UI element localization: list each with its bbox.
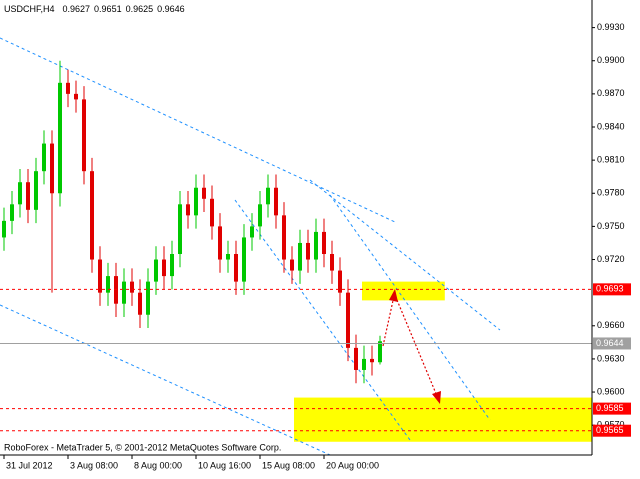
x-tick-label: 31 Jul 2012 [6, 460, 53, 470]
level-label: 0.9693 [596, 284, 624, 294]
target-zone [362, 281, 445, 301]
footer: RoboForex - MetaTrader 5, © 2001-2012 Me… [4, 442, 281, 452]
symbol: USDCHF,H4 [4, 4, 55, 14]
body [122, 281, 126, 304]
trend-line [309, 179, 501, 331]
body [194, 187, 198, 216]
body [146, 281, 150, 315]
body [138, 292, 142, 315]
body [26, 182, 30, 210]
body [266, 187, 270, 205]
body [298, 242, 302, 271]
body [314, 231, 318, 260]
body [162, 259, 166, 277]
arrow-head [389, 289, 398, 302]
body [50, 143, 54, 194]
level-label: 0.9644 [596, 338, 624, 348]
x-tick-label: 3 Aug 08:00 [70, 460, 118, 470]
y-tick-label: 0.9600 [597, 386, 625, 396]
y-tick-label: 0.9840 [597, 121, 625, 131]
body [346, 292, 350, 348]
y-tick-label: 0.9630 [597, 353, 625, 363]
arrow [396, 299, 438, 397]
body [34, 171, 38, 210]
body [106, 276, 110, 293]
trend-line [329, 194, 491, 421]
body [226, 254, 230, 260]
level-label: 0.9565 [596, 425, 624, 435]
body [218, 226, 222, 260]
x-tick-label: 8 Aug 00:00 [134, 460, 182, 470]
body [130, 281, 134, 293]
body [2, 220, 6, 238]
level-label: 0.9585 [596, 403, 624, 413]
body [170, 254, 174, 277]
body [210, 198, 214, 227]
body [306, 242, 310, 260]
level-label-box [593, 424, 631, 437]
body [42, 143, 46, 172]
body [274, 187, 278, 216]
level-label-box [593, 337, 631, 350]
level-label-box [593, 402, 631, 415]
body [282, 215, 286, 260]
arrow-head [432, 391, 441, 404]
level-label-box [593, 283, 631, 296]
header: USDCHF,H4 0.9627 0.9651 0.9625 0.9646 [4, 4, 185, 14]
forecast-arrows [382, 289, 441, 404]
last-open: 0.9627 [63, 4, 91, 14]
x-tick-label: 20 Aug 00:00 [326, 460, 379, 470]
body [58, 82, 62, 194]
body [98, 259, 102, 293]
plot [0, 60, 592, 432]
body [258, 204, 262, 227]
y-tick-label: 0.9720 [597, 254, 625, 264]
trend-line [0, 37, 396, 223]
body [250, 226, 254, 238]
y-tick-label: 0.9930 [597, 22, 625, 32]
body [66, 82, 70, 94]
zones [294, 281, 592, 442]
body [154, 259, 158, 282]
body [114, 276, 118, 304]
body [10, 204, 14, 221]
y-tick-label: 0.9780 [597, 188, 625, 198]
body [202, 187, 206, 199]
body [362, 358, 366, 370]
y-tick-label: 0.9570 [597, 420, 625, 430]
body [234, 254, 238, 282]
last-high: 0.9651 [94, 4, 122, 14]
y-tick-label: 0.9810 [597, 155, 625, 165]
body [90, 171, 94, 260]
y-tick-label: 0.9660 [597, 320, 625, 330]
body [178, 204, 182, 255]
x-tick-label: 15 Aug 08:00 [262, 460, 315, 470]
trend-line [234, 199, 411, 441]
body [18, 182, 22, 205]
trend-line [0, 304, 331, 456]
body [322, 231, 326, 255]
body [242, 237, 246, 282]
last-close: 0.9646 [157, 4, 185, 14]
last-low: 0.9625 [126, 4, 154, 14]
y-tick-label: 0.9750 [597, 221, 625, 231]
axes: 0.9930 0.9900 0.9870 0.9840 0.9810 0.9780 0.97… [3, 22, 631, 470]
body [290, 259, 294, 271]
y-tick-label: 0.9870 [597, 88, 625, 98]
trend-lines [0, 37, 501, 456]
body [354, 347, 358, 370]
body [378, 341, 382, 363]
body [186, 204, 190, 216]
arrow [382, 295, 395, 347]
body [74, 93, 78, 100]
body [330, 254, 334, 271]
y-tick-label: 0.9900 [597, 55, 625, 65]
x-tick-label: 10 Aug 16:00 [198, 460, 251, 470]
body [370, 358, 374, 363]
body [82, 99, 86, 172]
body [338, 270, 342, 293]
target-zone [294, 397, 592, 442]
